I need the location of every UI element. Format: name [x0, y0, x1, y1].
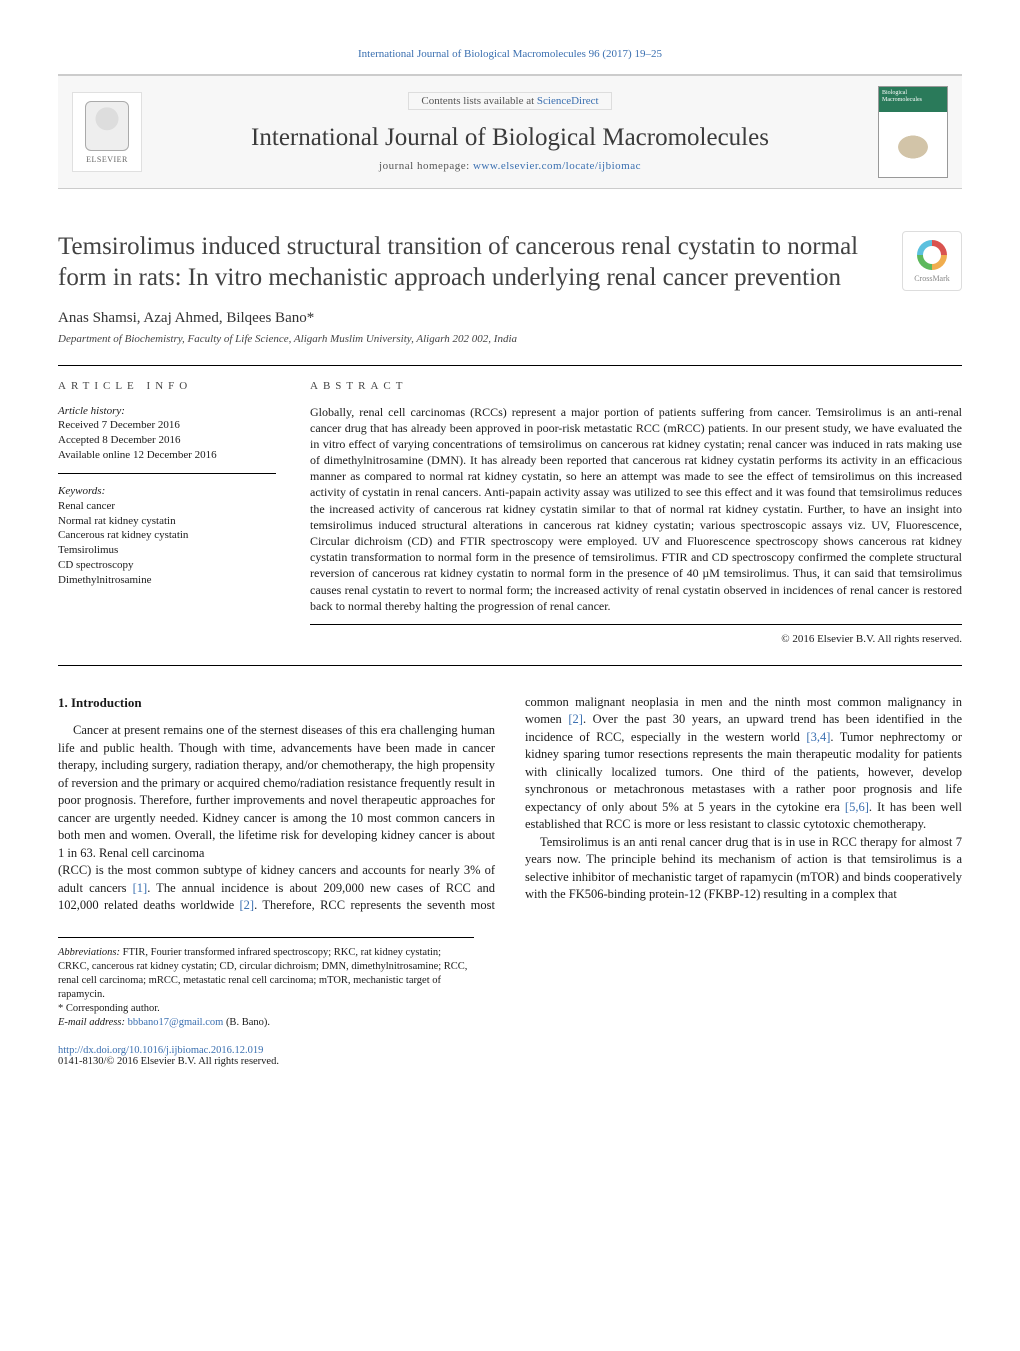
citation-link[interactable]: [2] — [568, 712, 583, 726]
abbr-text: FTIR, Fourier transformed infrared spect… — [58, 947, 467, 1001]
doi-link[interactable]: http://dx.doi.org/10.1016/j.ijbiomac.201… — [58, 1045, 263, 1056]
keyword: Normal rat kidney cystatin — [58, 514, 276, 529]
citation-link[interactable]: [2] — [239, 898, 254, 912]
contents-line: Contents lists available at ScienceDirec… — [408, 92, 611, 110]
elsevier-logo: ELSEVIER — [72, 92, 142, 172]
section-heading-intro: 1. Introduction — [58, 694, 495, 712]
email-label: E-mail address: — [58, 1017, 128, 1028]
email-line: E-mail address: bbbano17@gmail.com (B. B… — [58, 1016, 474, 1030]
abbreviations: Abbreviations: FTIR, Fourier transformed… — [58, 946, 474, 1003]
intro-paragraph: Cancer at present remains one of the ste… — [58, 722, 495, 862]
article-history: Article history: Received 7 December 201… — [58, 404, 276, 474]
article-info-heading: ARTICLE INFO — [58, 380, 276, 392]
intro-paragraph: Temsirolimus is an anti renal cancer dru… — [525, 834, 962, 904]
article-info-column: ARTICLE INFO Article history: Received 7… — [58, 380, 276, 645]
keyword: Temsirolimus — [58, 543, 276, 558]
header-center: Contents lists available at ScienceDirec… — [160, 92, 860, 172]
crossmark-badge[interactable]: CrossMark — [902, 231, 962, 291]
divider — [58, 665, 962, 666]
footnotes: Abbreviations: FTIR, Fourier transformed… — [58, 937, 474, 1031]
article-title: Temsirolimus induced structural transiti… — [58, 231, 882, 294]
keyword: Cancerous rat kidney cystatin — [58, 528, 276, 543]
crossmark-label: CrossMark — [914, 274, 950, 283]
keyword: Dimethylnitrosamine — [58, 573, 276, 588]
abbr-label: Abbreviations: — [58, 947, 120, 958]
abstract-text: Globally, renal cell carcinomas (RCCs) r… — [310, 404, 962, 625]
issn-copyright: 0141-8130/© 2016 Elsevier B.V. All right… — [58, 1056, 962, 1067]
keywords-block: Keywords: Renal cancer Normal rat kidney… — [58, 484, 276, 588]
doi-block: http://dx.doi.org/10.1016/j.ijbiomac.201… — [58, 1045, 962, 1067]
citation-link[interactable]: [3,4] — [806, 730, 830, 744]
email-name: (B. Bano). — [223, 1017, 270, 1028]
citation-link[interactable]: [5,6] — [845, 800, 869, 814]
online-date: Available online 12 December 2016 — [58, 448, 276, 463]
divider — [58, 365, 962, 366]
body-text: 1. Introduction Cancer at present remain… — [58, 694, 962, 915]
abstract-column: ABSTRACT Globally, renal cell carcinomas… — [310, 380, 962, 645]
homepage-prefix: journal homepage: — [379, 160, 473, 172]
keywords-label: Keywords: — [58, 484, 276, 499]
crossmark-icon — [917, 240, 947, 270]
affiliation: Department of Biochemistry, Faculty of L… — [58, 333, 962, 345]
received-date: Received 7 December 2016 — [58, 418, 276, 433]
publisher-name: ELSEVIER — [86, 155, 128, 164]
journal-cover-thumb: Biological Macromolecules — [878, 86, 948, 178]
author-email-link[interactable]: bbbano17@gmail.com — [128, 1017, 224, 1028]
elsevier-tree-icon — [85, 101, 129, 151]
journal-header: ELSEVIER Contents lists available at Sci… — [58, 74, 962, 189]
cover-label: Biological Macromolecules — [879, 87, 947, 106]
abstract-heading: ABSTRACT — [310, 380, 962, 392]
homepage-link[interactable]: www.elsevier.com/locate/ijbiomac — [473, 160, 641, 172]
running-head: International Journal of Biological Macr… — [58, 48, 962, 60]
journal-name: International Journal of Biological Macr… — [160, 124, 860, 152]
sciencedirect-link[interactable]: ScienceDirect — [537, 95, 599, 107]
contents-prefix: Contents lists available at — [421, 95, 536, 107]
keyword: CD spectroscopy — [58, 558, 276, 573]
homepage-line: journal homepage: www.elsevier.com/locat… — [160, 160, 860, 172]
keyword: Renal cancer — [58, 499, 276, 514]
accepted-date: Accepted 8 December 2016 — [58, 433, 276, 448]
history-label: Article history: — [58, 404, 276, 419]
corresponding-author: * Corresponding author. — [58, 1002, 474, 1016]
citation-link[interactable]: [1] — [133, 881, 148, 895]
abstract-copyright: © 2016 Elsevier B.V. All rights reserved… — [310, 633, 962, 645]
author-list: Anas Shamsi, Azaj Ahmed, Bilqees Bano* — [58, 310, 962, 327]
